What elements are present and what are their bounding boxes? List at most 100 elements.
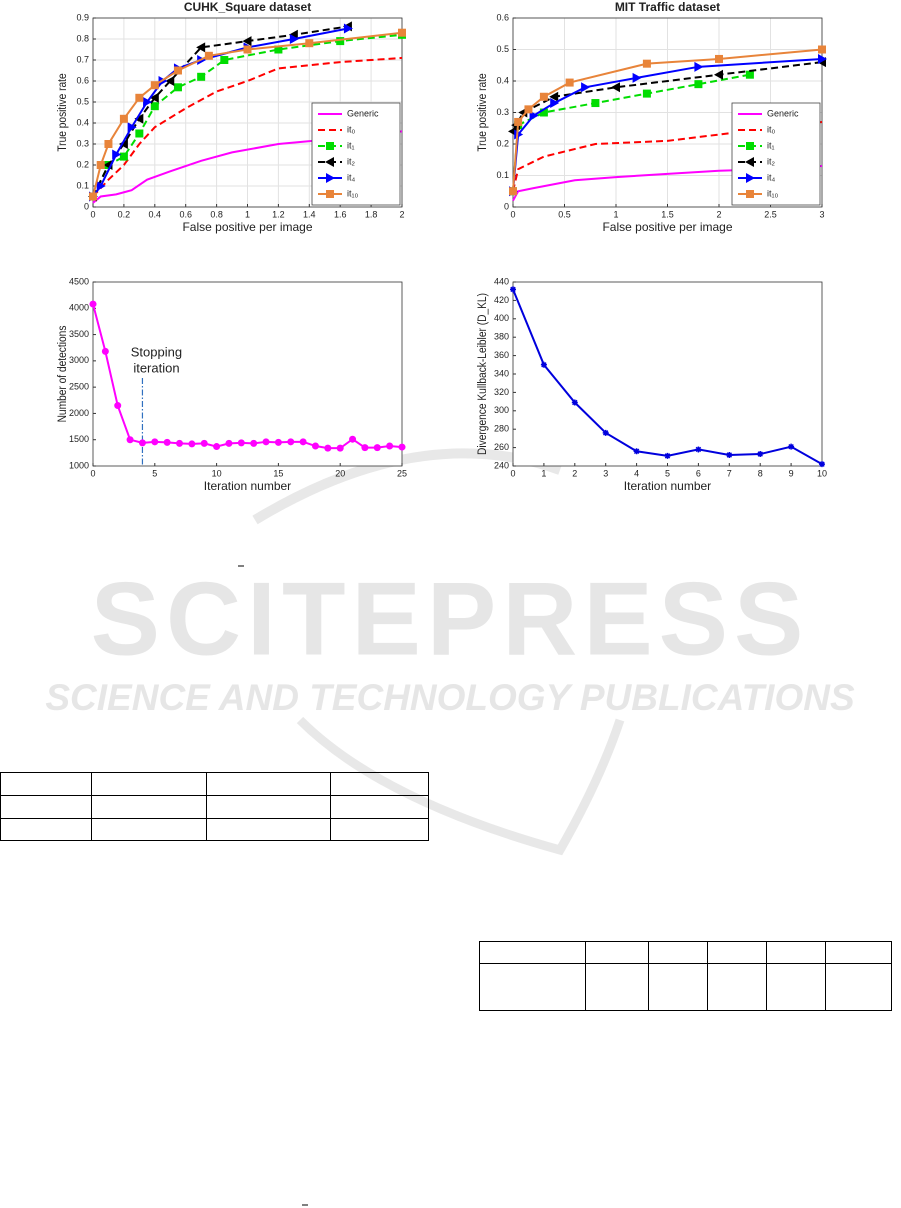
marker — [524, 105, 533, 114]
series-line — [92, 56, 403, 198]
table-1 — [0, 772, 429, 841]
legend-label: Generic — [767, 108, 799, 118]
y-tick-label: 3500 — [69, 329, 89, 339]
marker — [104, 140, 113, 148]
y-tick-label: 0.4 — [496, 75, 509, 85]
y-tick-label: 400 — [494, 313, 509, 323]
marker — [694, 61, 704, 72]
marker — [311, 442, 319, 450]
table-2 — [479, 941, 892, 1011]
marker — [163, 438, 171, 446]
chart: 0 0.5 1 1.5 2 2.5 3 0 0.1 0.2 0.3 0.4 0.5 0.6 MIT Traf… — [476, 0, 827, 234]
marker — [539, 92, 548, 101]
marker — [591, 99, 600, 108]
x-tick-label: 0.8 — [210, 209, 223, 219]
marker — [101, 347, 109, 355]
y-tick-label: 0.6 — [496, 12, 509, 22]
marker — [714, 69, 723, 80]
y-tick-label: 0.1 — [76, 180, 89, 190]
x-tick-label: 5 — [152, 468, 157, 478]
marker — [89, 192, 97, 201]
series-line — [512, 57, 823, 192]
marker — [602, 429, 609, 436]
x-tick-label: 0.6 — [179, 209, 192, 219]
y-tick-label: 240 — [494, 460, 509, 470]
plot-area — [513, 282, 822, 466]
legend-label: it₁₀ — [347, 188, 359, 198]
y-tick-label: 2500 — [69, 382, 89, 392]
watermark-title: SCITEPRESS — [91, 561, 810, 677]
marker — [176, 439, 184, 447]
marker — [250, 439, 258, 447]
y-tick-label: 300 — [494, 405, 509, 415]
marker — [274, 45, 283, 54]
axes-frame — [92, 17, 403, 208]
marker — [715, 54, 723, 63]
x-tick-label: 6 — [696, 468, 701, 478]
marker — [818, 45, 826, 54]
marker — [289, 34, 299, 44]
marker — [237, 439, 245, 447]
marker — [746, 190, 754, 198]
marker — [745, 157, 754, 167]
marker — [119, 114, 128, 123]
marker — [746, 173, 755, 183]
marker — [819, 461, 825, 468]
chart-title: CUHK_Square dataset — [184, 0, 311, 14]
marker — [96, 181, 106, 191]
y-tick-label: 0.1 — [496, 170, 509, 180]
watermark: SCITEPRESS SCIENCE AND TECHNOLOGY PUBLIC… — [45, 448, 855, 856]
axes-frame — [512, 17, 823, 208]
marker — [242, 36, 252, 47]
marker — [757, 451, 764, 458]
y-tick-label: 4000 — [69, 303, 89, 313]
x-tick-label: 0 — [510, 209, 515, 219]
marker — [225, 439, 233, 447]
marker — [788, 443, 795, 450]
marker — [138, 439, 146, 447]
series-line — [92, 33, 403, 197]
marker — [135, 93, 144, 102]
y-tick-label: 320 — [494, 387, 509, 397]
marker — [373, 444, 381, 452]
y-tick-label: 0.8 — [76, 33, 89, 43]
y-tick-label: 0.9 — [76, 12, 89, 22]
marker — [305, 39, 314, 48]
watermark-swoosh — [296, 716, 625, 856]
y-tick-label: 0.6 — [76, 75, 89, 85]
marker — [510, 286, 516, 293]
x-tick-label: 4 — [634, 468, 639, 478]
chart-title: MIT Traffic dataset — [615, 0, 720, 14]
x-tick-label: 1.5 — [661, 209, 674, 219]
marker — [326, 190, 334, 198]
marker — [204, 51, 213, 60]
y-axis-label: Number of detections — [56, 325, 69, 422]
marker — [611, 82, 620, 93]
marker — [149, 92, 159, 103]
marker — [299, 438, 307, 446]
marker — [326, 142, 334, 150]
marker — [349, 435, 357, 443]
marker — [213, 443, 221, 451]
marker — [746, 142, 754, 150]
x-tick-label: 10 — [817, 468, 827, 478]
marker — [386, 442, 394, 450]
x-tick-label: 15 — [273, 468, 283, 478]
y-tick-label: 0 — [84, 201, 89, 211]
marker — [118, 139, 128, 149]
marker — [220, 56, 229, 64]
legend: Generic it₀ it₁ it₂ it₄ it₁₀ — [731, 102, 821, 206]
y-tick-label: 4500 — [69, 276, 89, 286]
watermark-subtitle: SCIENCE AND TECHNOLOGY PUBLICATIONS — [45, 677, 855, 718]
x-tick-label: 0 — [90, 209, 95, 219]
marker — [143, 97, 153, 107]
x-tick-label: 3 — [819, 209, 824, 219]
x-tick-label: 1 — [613, 209, 618, 219]
marker — [550, 98, 560, 109]
y-tick-label: 0.2 — [76, 159, 89, 169]
marker — [343, 23, 353, 34]
marker — [336, 444, 344, 452]
x-tick-label: 5 — [665, 468, 670, 478]
marker — [119, 152, 128, 161]
marker — [112, 149, 122, 160]
